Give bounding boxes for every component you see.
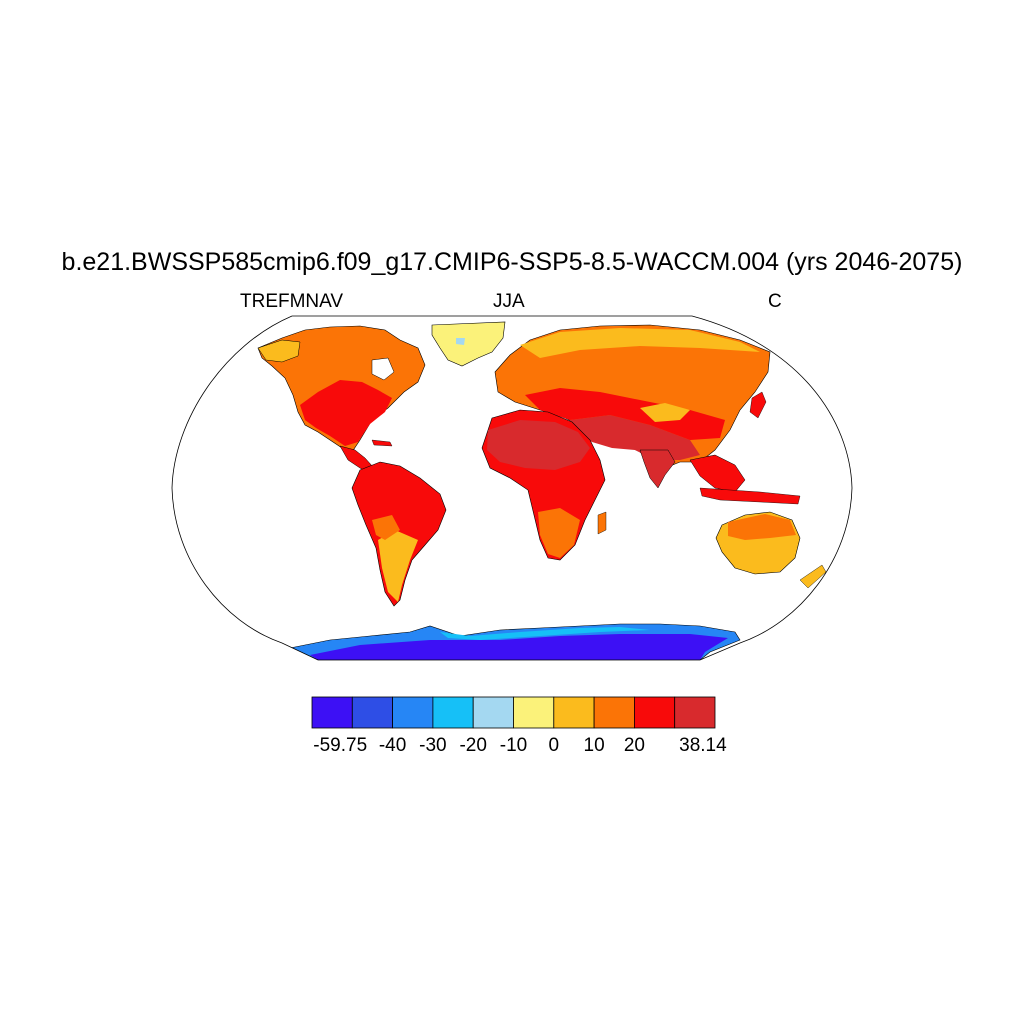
tibet-plateau <box>640 403 690 422</box>
new-zealand-land <box>799 564 827 589</box>
colorbar-swatch <box>674 696 716 729</box>
antarctica-coast <box>440 627 650 640</box>
colorbar-tick-label: 10 <box>583 735 605 756</box>
south-africa-mild <box>538 508 580 558</box>
colorbar-tick-label: -10 <box>499 735 528 756</box>
colorbar-swatch <box>311 696 353 729</box>
south-america-cool <box>378 530 418 602</box>
caribbean-islands <box>371 439 393 447</box>
colorbar-swatch <box>432 696 474 729</box>
units-label: C <box>768 291 782 312</box>
antarctica-interior <box>310 634 728 660</box>
colorbar-tick-label: 20 <box>623 735 645 756</box>
australia-north-warm <box>728 514 796 540</box>
southeast-asia-land <box>689 454 746 493</box>
eurasia-cold-north <box>520 328 760 358</box>
india-land <box>639 449 676 489</box>
colorbar-swatch <box>553 696 595 729</box>
map-land-group <box>257 321 827 660</box>
middle-east-hot <box>570 415 700 460</box>
colorbar-swatch <box>593 696 635 729</box>
south-america-mild <box>372 515 400 540</box>
sahara-hot <box>487 420 590 470</box>
globe-outline <box>171 315 853 661</box>
colorbar-tick-label: -30 <box>419 735 447 756</box>
alaska-land <box>257 339 301 363</box>
greenland-interior <box>456 338 465 345</box>
season-label: JJA <box>493 291 525 312</box>
central-asia-warm <box>525 388 725 440</box>
colorbar-swatch <box>513 696 555 729</box>
indonesia-islands <box>699 487 801 505</box>
colorbar-tick-label: -59.75 <box>313 735 368 756</box>
north-america-warm <box>300 380 392 446</box>
colorbar <box>311 696 716 729</box>
madagascar-land <box>597 511 607 535</box>
greenland-land <box>431 321 506 367</box>
hudson-bay <box>371 357 395 381</box>
colorbar-tick-label: 0 <box>548 735 560 756</box>
colorbar-tick-label: -40 <box>378 735 407 756</box>
variable-name-label: TREFMNAV <box>240 291 344 312</box>
japan-land <box>749 391 767 419</box>
colorbar-tick-label: 38.14 <box>679 735 727 756</box>
colorbar-swatch <box>392 696 434 729</box>
colorbar-swatch <box>351 696 393 729</box>
colorbar-tick-label: -20 <box>459 735 487 756</box>
colorbar-swatch <box>472 696 514 729</box>
plot-title: b.e21.BWSSP585cmip6.f09_g17.CMIP6-SSP5-8… <box>61 248 963 276</box>
colorbar-swatch <box>634 696 676 729</box>
